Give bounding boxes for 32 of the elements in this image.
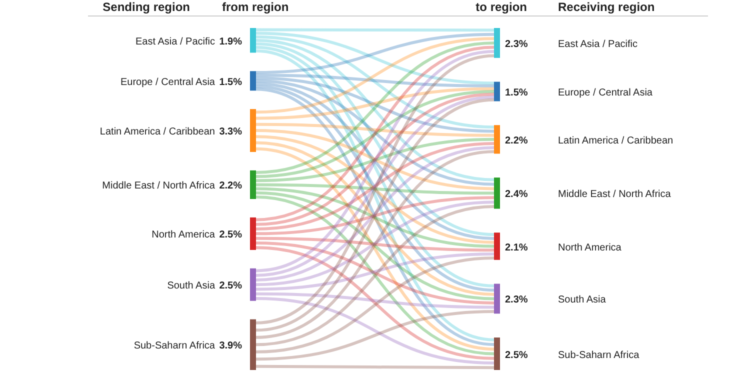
category-label: North America — [558, 242, 622, 254]
category-label: Middle East / North Africa — [102, 180, 216, 192]
data-label: 1.5% — [219, 76, 242, 88]
data-label: 2.3% — [505, 38, 528, 50]
data-label: 2.5% — [219, 280, 242, 292]
data-label: 3.9% — [219, 340, 242, 352]
category-label: North America — [152, 230, 216, 241]
text: to region — [476, 0, 527, 14]
data-label: 1.5% — [505, 88, 528, 98]
category-label: South Asia — [167, 280, 216, 292]
data-label: 1.9% — [219, 36, 242, 48]
data-label: 2.2% — [505, 135, 528, 146]
category-label: Europe / Central Asia — [558, 88, 652, 98]
text: from region — [222, 0, 289, 14]
category-label: Middle East / North Africa — [558, 189, 671, 200]
category-label: Latin America / Caribbean — [558, 135, 674, 146]
category-label: Latin America / Caribbean — [100, 126, 215, 138]
category-label: South Asia — [558, 294, 606, 306]
category-label: East Asia / Pacific — [136, 36, 215, 48]
category-label: Europe / Central Asia — [120, 76, 216, 88]
data-label: 2.1% — [505, 242, 528, 254]
data-label: 2.5% — [219, 230, 242, 241]
data-label: 3.3% — [219, 126, 242, 138]
category-label: Sub-Saharn Africa — [558, 350, 640, 361]
data-label: 2.2% — [219, 180, 242, 192]
data-label: 2.4% — [505, 189, 528, 200]
data-label: 2.3% — [505, 294, 528, 306]
text: Receiving region — [558, 0, 655, 14]
text: Sending region — [102, 0, 190, 14]
category-label: Sub-Saharn Africa — [134, 340, 216, 352]
data-label: 2.5% — [505, 350, 528, 361]
category-label: East Asia / Pacific — [558, 38, 638, 50]
